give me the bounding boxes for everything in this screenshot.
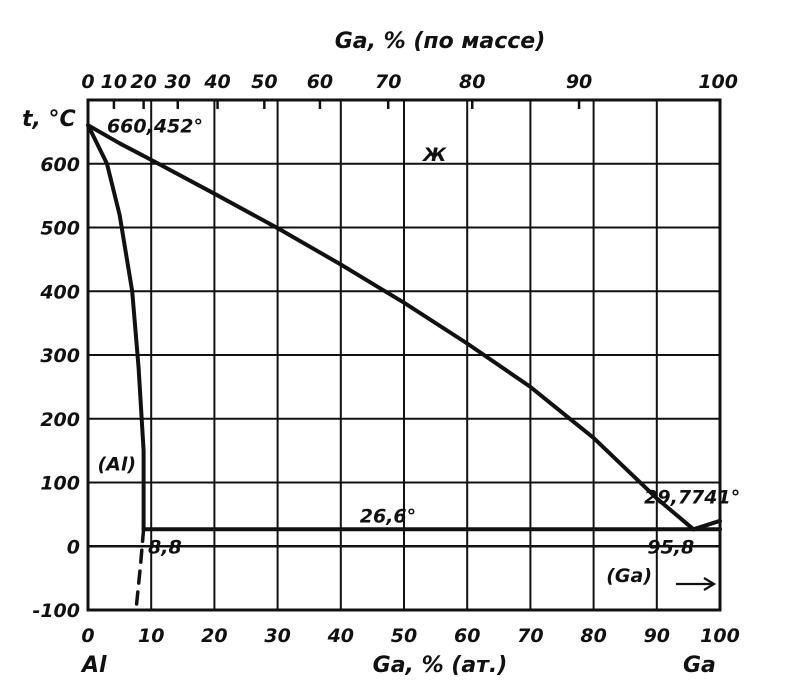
- top-tick-label: 20: [130, 71, 156, 93]
- annotation: 29,7741°: [644, 487, 740, 509]
- bottom-axis-title: Ga, % (ат.): [373, 653, 508, 678]
- annotation: 26,6°: [360, 506, 416, 528]
- annotations: 660,452° Ж (Al) 26,6° 29,7741° 8,8 95,8 (Ga): [97, 116, 740, 587]
- x-tick-label: 60: [454, 625, 480, 647]
- right-element-label: Ga: [683, 653, 716, 678]
- top-axis-title: Ga, % (по массе): [335, 29, 546, 54]
- top-tick-label: 100: [698, 71, 738, 93]
- annotation: 8,8: [148, 536, 182, 558]
- x-tick-label: 10: [138, 625, 164, 647]
- solvus-dashed-line: [134, 527, 146, 612]
- x-tick-label: 0: [81, 625, 94, 647]
- y-tick-label: 200: [40, 409, 80, 431]
- left-element-label: Al: [80, 653, 107, 678]
- annotation: (Ga): [606, 565, 652, 587]
- y-tick-label: 500: [40, 218, 80, 240]
- grid: [88, 100, 720, 610]
- top-tick-label: 50: [251, 71, 277, 93]
- top-tick-label: 10: [101, 71, 127, 93]
- x-tick-label: 50: [391, 625, 417, 647]
- top-tick-label: 80: [459, 71, 485, 93]
- tick-labels: 0 10 20 30 40 50 60 70 80 90 100-10001002003004005…: [32, 71, 739, 647]
- liquidus-line: [86, 123, 696, 532]
- ga-arrow-icon: [676, 577, 717, 591]
- y-axis-title: t, °C: [22, 107, 76, 132]
- phase-curves: [86, 123, 722, 612]
- annotation: 95,8: [647, 536, 694, 558]
- x-tick-label: 40: [327, 625, 354, 647]
- x-tick-label: 90: [644, 625, 670, 647]
- y-tick-label: -100: [32, 600, 80, 622]
- x-tick-label: 20: [201, 625, 227, 647]
- top-tick-label: 70: [375, 71, 401, 93]
- top-tick-label: 30: [165, 71, 191, 93]
- y-tick-label: 100: [40, 473, 80, 495]
- x-tick-label: 70: [517, 625, 543, 647]
- annotation: Ж: [421, 144, 447, 166]
- plot-border: [86, 98, 722, 612]
- x-tick-label: 30: [264, 625, 290, 647]
- y-tick-label: 0: [67, 536, 80, 558]
- annotation: 660,452°: [107, 116, 203, 138]
- plot-frame: [86, 98, 722, 612]
- top-tick-label: 0: [81, 71, 94, 93]
- annotation: (Al): [97, 453, 136, 475]
- y-tick-label: 300: [40, 345, 80, 367]
- top-tick-label: 60: [307, 71, 333, 93]
- y-tick-label: 400: [39, 281, 80, 303]
- top-tick-label: 90: [566, 71, 592, 93]
- top-tick-label: 40: [203, 71, 230, 93]
- solidus-line: [86, 123, 146, 532]
- x-tick-label: 100: [700, 625, 740, 647]
- y-tick-label: 600: [40, 154, 80, 176]
- x-tick-label: 80: [580, 625, 606, 647]
